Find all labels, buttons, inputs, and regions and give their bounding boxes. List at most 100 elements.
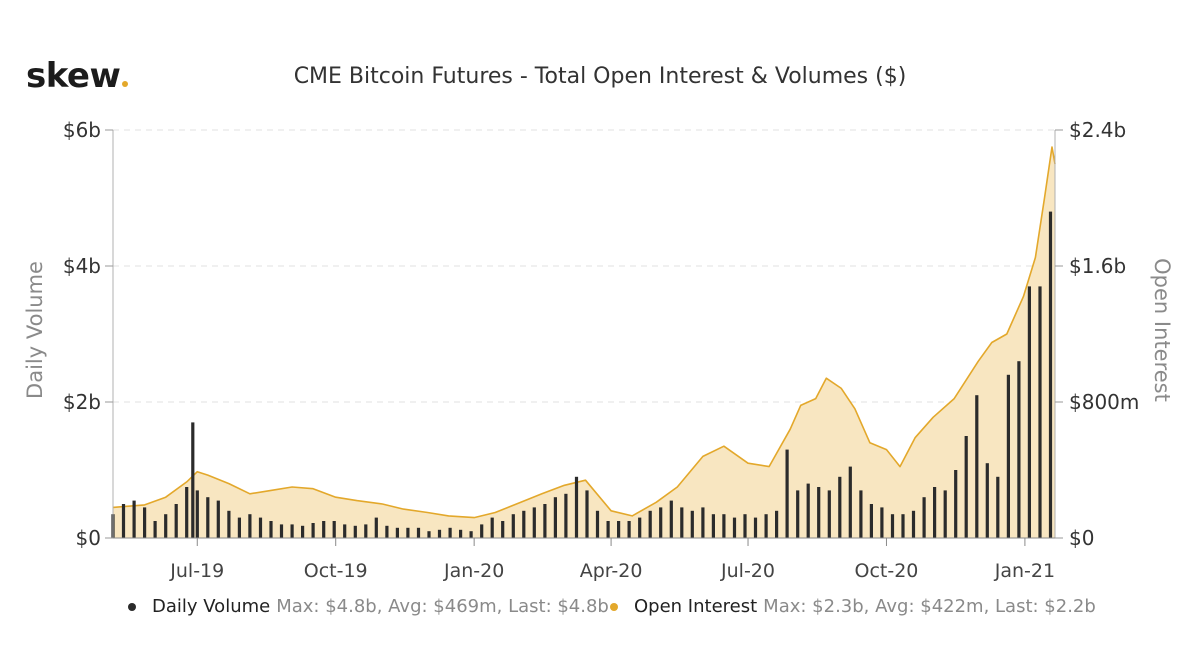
volume-bar: [522, 510, 526, 538]
volume-bar: [185, 487, 189, 538]
x-tick-label: Oct-19: [304, 560, 368, 582]
volume-bar: [459, 529, 463, 538]
volume-bar: [269, 521, 273, 538]
volume-bar: [395, 527, 399, 538]
x-tick-label: Apr-20: [580, 560, 643, 582]
volume-bar: [427, 531, 431, 538]
volume-bar: [406, 527, 410, 538]
volume-bar: [164, 514, 168, 538]
volume-bar: [448, 527, 452, 538]
volume-bar: [353, 525, 357, 538]
volume-bar: [648, 510, 652, 538]
logo-dot-icon: [122, 81, 129, 87]
legend-label-daily-volume: Daily Volume: [152, 596, 271, 617]
volume-bar: [732, 517, 737, 538]
volume-bar: [964, 436, 968, 538]
volume-bar: [606, 521, 610, 538]
volume-bar: [711, 514, 715, 538]
volume-bar: [553, 497, 557, 538]
right-tick-label: $2.4b: [1069, 118, 1126, 142]
x-tick-label: Jan-21: [994, 560, 1055, 582]
volume-bar: [490, 517, 494, 538]
chart-title: CME Bitcoin Futures - Total Open Interes…: [293, 64, 907, 89]
legend-marker-daily-volume-icon: [128, 603, 136, 611]
right-tick-label: $1.6b: [1069, 254, 1126, 278]
y-left-axis-label: Daily Volume: [23, 261, 47, 399]
volume-bar: [511, 514, 515, 538]
volume-bar: [890, 514, 895, 538]
volume-bar: [374, 517, 378, 538]
left-tick-label: $0: [76, 526, 101, 550]
volume-bar: [301, 525, 305, 538]
volume-bar: [469, 531, 473, 538]
volume-bar: [701, 507, 705, 538]
volume-bar: [195, 490, 199, 538]
volume-bar: [437, 529, 442, 538]
volume-bar: [985, 463, 989, 538]
volume-bar: [806, 483, 810, 538]
left-tick-label: $6b: [63, 118, 101, 142]
volume-bar: [343, 524, 347, 538]
volume-bar: [753, 517, 758, 538]
volume-bar: [880, 507, 884, 538]
volume-bar: [322, 521, 326, 538]
volume-bar: [132, 500, 136, 538]
volume-bar: [869, 504, 873, 538]
volume-bar: [1006, 374, 1010, 538]
left-tick-label: $2b: [63, 390, 101, 414]
right-tick-label: $800m: [1069, 390, 1139, 414]
volume-bar: [227, 510, 231, 538]
volume-bar: [1038, 286, 1042, 538]
volume-bar: [943, 490, 947, 538]
volume-bar: [532, 507, 536, 538]
volume-bar: [1048, 211, 1053, 538]
volume-bar: [364, 524, 368, 538]
volume-bar: [680, 507, 684, 538]
legend-marker-open-interest-icon: [610, 603, 618, 611]
volume-bar: [669, 500, 673, 538]
x-tick-label: Jul-20: [720, 560, 775, 582]
volume-bar: [848, 466, 852, 538]
volume-bar: [564, 493, 568, 538]
legend-label-open-interest: Open Interest: [634, 596, 758, 617]
volume-bar: [543, 504, 547, 538]
volume-bar: [248, 514, 252, 538]
volume-bar: [996, 476, 1000, 538]
volume-bar: [690, 510, 694, 538]
volume-bar: [859, 490, 863, 538]
volume-bar: [174, 504, 178, 538]
left-tick-label: $4b: [63, 254, 101, 278]
skew-logo: skew: [26, 56, 129, 96]
volume-bar: [954, 470, 958, 538]
legend-item-daily-volume[interactable]: Daily Volume Max: $4.8b, Avg: $469m, Last…: [128, 596, 609, 617]
volume-bar: [416, 527, 421, 538]
volume-bar: [933, 487, 937, 538]
volume-bar: [1017, 361, 1021, 538]
volume-bar: [775, 510, 779, 538]
legend-item-open-interest[interactable]: Open Interest Max: $2.3b, Avg: $422m, Las…: [610, 596, 1096, 617]
volume-bar: [121, 504, 126, 538]
volume-bar: [722, 514, 726, 538]
x-tick-label: Jul-19: [169, 560, 224, 582]
chart-legend: Daily Volume Max: $4.8b, Avg: $469m, Last…: [0, 596, 1200, 618]
volume-bar: [206, 497, 210, 538]
open-interest-line: [112, 146, 1056, 519]
volume-bar: [501, 521, 505, 538]
volume-bar: [279, 524, 284, 538]
volume-bar: [595, 510, 600, 538]
volume-bar: [574, 476, 579, 538]
volume-bar: [311, 523, 315, 538]
y-right-axis-label: Open Interest: [1150, 258, 1174, 402]
volume-bar: [617, 521, 621, 538]
volume-bar: [480, 524, 484, 538]
volume-bar: [258, 517, 263, 538]
volume-bar: [191, 422, 195, 538]
volume-bar: [743, 514, 747, 538]
volume-bar: [975, 395, 979, 538]
volume-bar: [1027, 286, 1031, 538]
volume-bar: [290, 524, 294, 538]
volume-bar: [785, 449, 789, 538]
volume-bar: [237, 517, 241, 538]
legend-stats-open-interest: Max: $2.3b, Avg: $422m, Last: $2.2b: [763, 596, 1096, 617]
